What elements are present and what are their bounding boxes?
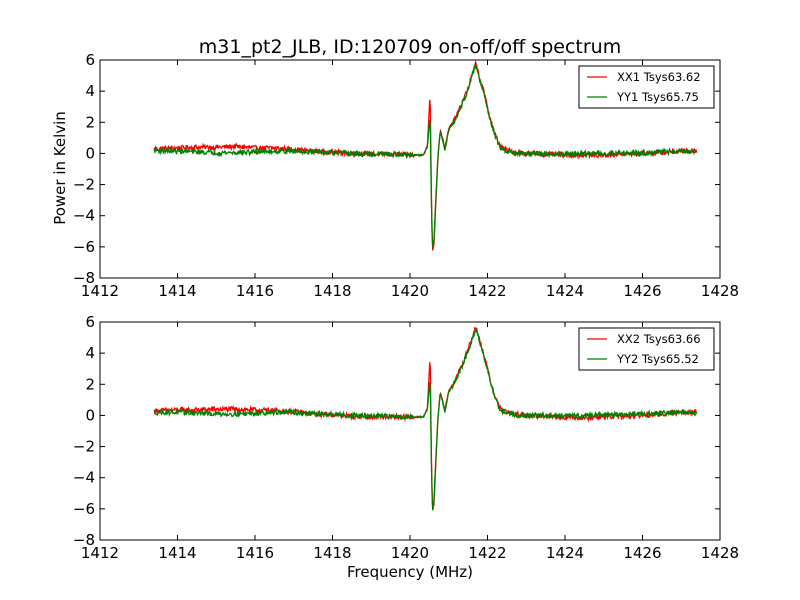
y-tick-label: −8: [73, 531, 95, 549]
x-tick-label: 1414: [158, 282, 196, 300]
legend-box: [578, 327, 715, 371]
legend-label: XX2 Tsys63.66: [617, 332, 701, 346]
x-tick-label: 1424: [546, 544, 584, 562]
legend: XX1 Tsys63.62 YY1 Tsys65.75: [578, 65, 715, 109]
x-tick-label: 1414: [158, 544, 196, 562]
x-tick-label: 1416: [236, 282, 274, 300]
x-tick-label: 1426: [623, 282, 661, 300]
y-tick-label: −2: [73, 176, 95, 194]
y-axis-label: Power in Kelvin: [51, 111, 69, 225]
y-tick-label: 0: [85, 406, 95, 424]
figure-title: m31_pt2_JLB, ID:120709 on-off/off spectr…: [199, 36, 621, 58]
y-tick-label: 2: [85, 113, 95, 131]
x-tick-label: 1420: [391, 282, 429, 300]
legend-label: YY2 Tsys65.52: [616, 352, 699, 366]
y-tick-label: −8: [73, 269, 95, 287]
legend-box: [578, 65, 715, 109]
x-axis-label: Frequency (MHz): [347, 563, 473, 581]
x-tick-label: 1428: [701, 282, 739, 300]
x-tick-label: 1420: [391, 544, 429, 562]
legend: XX2 Tsys63.66 YY2 Tsys65.52: [578, 327, 715, 371]
top-panel: 1412 1414 1416 1418 1420 1422 1424 1426 1428 −8 −6…: [73, 51, 739, 300]
y-tick-label: −4: [73, 469, 95, 487]
x-tick-label: 1426: [623, 544, 661, 562]
x-tick-label: 1418: [313, 544, 351, 562]
y-tick-label: 2: [85, 375, 95, 393]
y-tick-label: −6: [73, 238, 95, 256]
y-tick-label: 0: [85, 144, 95, 162]
y-tick-label: −2: [73, 438, 95, 456]
legend-label: XX1 Tsys63.62: [617, 70, 701, 84]
x-tick-label: 1424: [546, 282, 584, 300]
x-tick-label: 1422: [468, 544, 506, 562]
series-line-yy2: [153, 328, 698, 511]
y-tick-label: 6: [85, 313, 95, 331]
x-tick-label: 1412: [81, 282, 119, 300]
x-tick-label: 1418: [313, 282, 351, 300]
series-line-yy1: [153, 63, 697, 249]
legend-label: YY1 Tsys65.75: [616, 90, 699, 104]
x-tick-label: 1416: [236, 544, 274, 562]
x-tick-label: 1428: [701, 544, 739, 562]
x-tick-label: 1422: [468, 282, 506, 300]
y-tick-label: 4: [85, 344, 95, 362]
y-tick-label: 4: [85, 82, 95, 100]
y-tick-label: 6: [85, 51, 95, 69]
x-tick-label: 1412: [81, 544, 119, 562]
y-tick-label: −6: [73, 500, 95, 518]
bottom-panel: 1412 1414 1416 1418 1420 1422 1424 1426 1428 −8 −6…: [73, 313, 739, 562]
y-tick-label: −4: [73, 207, 95, 225]
